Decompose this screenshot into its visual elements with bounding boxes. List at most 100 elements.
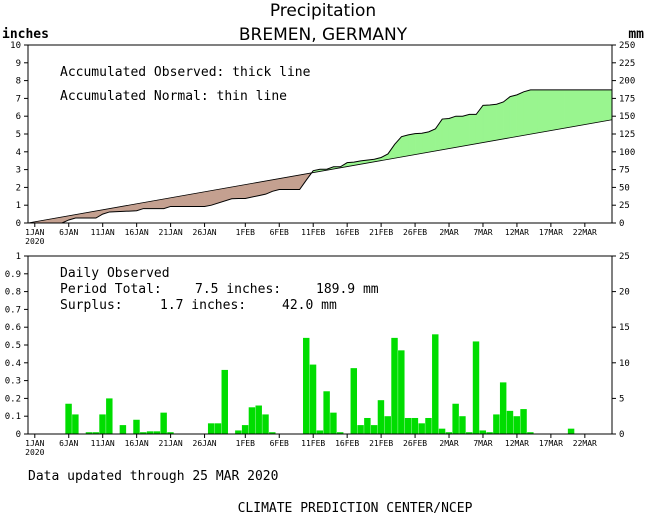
surplus-area [523,89,531,136]
daily-left-tick-label: 0.2 [5,394,21,404]
accumulated-x-tick-label: 6FEB [270,228,289,237]
daily-x-tick-label: 26JAN [193,439,217,448]
daily-x-tick-label: 16JAN [125,439,149,448]
daily-bar [350,368,358,434]
surplus-area [564,89,613,129]
accumulated-left-tick-label: 4 [16,148,21,158]
surplus-area [414,133,423,155]
daily-x-tick-label: 7MAR [473,439,492,448]
normal-line [27,119,613,224]
daily-bar [133,419,140,434]
daily-bar [479,430,487,434]
daily-bar [316,430,324,434]
left-unit-label: inches [2,27,49,42]
accumulated-right-tick-label: 225 [619,59,635,69]
chart-subtitle: BREMEN, GERMANY [239,25,408,45]
accumulated-x-tick-label: 7MAR [473,228,492,237]
daily-right-tick-label: 25 [619,252,630,262]
accumulated-left-tick-label: 2 [16,183,21,193]
daily-bar [99,414,106,434]
accumulated-x-tick-label: 22MAR [573,228,597,237]
accumulated-right-tick-label: 200 [619,77,635,87]
daily-bar [309,364,317,434]
daily-bar [391,337,398,434]
daily-bar [330,412,337,434]
daily-bar [92,432,99,434]
accumulated-x-tick-label: 11JAN [91,228,115,237]
daily-bar [146,431,154,434]
surplus-area [401,134,409,158]
daily-bar [85,432,93,434]
accumulated-x-tick-label: 21JAN [159,228,183,237]
daily-bar [520,409,527,434]
daily-bar [262,414,269,434]
daily-x-tick-label: 21JAN [159,439,183,448]
surplus-area [475,104,484,145]
daily-x-tick-label: 11JAN [91,439,115,448]
surplus-area [462,114,470,147]
daily-bar [425,417,432,434]
daily-x-tick-label: 12MAR [505,439,529,448]
daily-x-tick-label: 6FEB [270,439,289,448]
accumulated-left-tick-label: 6 [16,112,21,122]
daily-bar [153,431,161,434]
daily-bar [398,350,405,434]
daily-bar [323,391,330,434]
accumulated-left-tick-label: 0 [16,219,21,229]
daily-bar [404,417,412,434]
daily-bar [72,414,79,434]
daily-bar [207,423,215,434]
deficit-area [204,190,212,207]
surplus-area [503,96,511,140]
annotation-normal: Accumulated Normal: thin line [60,89,287,104]
daily-bar [235,430,242,434]
surplus-area [408,133,416,157]
daily-bar [140,432,147,434]
deficit-area [197,191,205,207]
daily-bar [357,425,364,434]
accumulated-x-tick-label: 16FEB [335,228,359,237]
accumulated-x-tick-label: 26JAN [193,228,217,237]
daily-bar [221,369,228,434]
accumulated-right-tick-label: 50 [619,183,630,193]
accumulated-right-tick-label: 150 [619,112,635,122]
accumulated-x-tick-label: 6JAN [59,228,78,237]
surplus-area [537,89,565,134]
accumulated-x-tick-label: 1JAN [25,228,44,237]
deficit-area [170,196,178,207]
accumulated-x-tick-label: 16JAN [125,228,149,237]
daily-bar [269,432,276,434]
daily-panel: 1JAN 6JAN 11JAN 16JAN 21JAN 26JAN 1FEB 6FEB 11FE… [5,252,630,457]
credit-line: CLIMATE PREDICTION CENTER/NCEP [238,501,473,516]
daily-left-tick-label: 0.9 [5,270,21,280]
daily-bar [513,416,520,434]
daily-year-label: 2020 [25,448,44,457]
period-total-inches: 7.5 inches: [195,282,281,297]
daily-left-tick-label: 0.5 [5,341,21,351]
deficit-area [258,180,266,196]
daily-bar [106,398,113,434]
deficit-area [231,185,239,200]
surplus-mm: 42.0 mm [282,298,337,313]
daily-bar [364,417,371,434]
daily-bar [459,416,466,434]
daily-bar [214,423,222,434]
daily-right-tick-label: 20 [619,288,630,298]
accumulated-right-tick-label: 175 [619,94,635,104]
daily-left-tick-label: 0.1 [5,412,21,422]
surplus-area [496,101,504,141]
daily-bar [370,425,378,434]
daily-bar [472,341,480,434]
surplus-area [455,115,463,148]
accumulated-left-tick-label: 8 [16,77,21,87]
data-updated-note: Data updated through 25 MAR 2020 [28,469,278,484]
right-unit-label: mm [628,27,644,42]
surplus-label: Surplus: [60,298,123,313]
accumulated-right-tick-label: 25 [619,201,630,211]
daily-x-tick-label: 1FEB [236,439,255,448]
accumulated-right-tick-label: 125 [619,130,635,140]
surplus-area [482,104,491,143]
daily-bar [336,432,344,434]
surplus-area [421,131,429,154]
